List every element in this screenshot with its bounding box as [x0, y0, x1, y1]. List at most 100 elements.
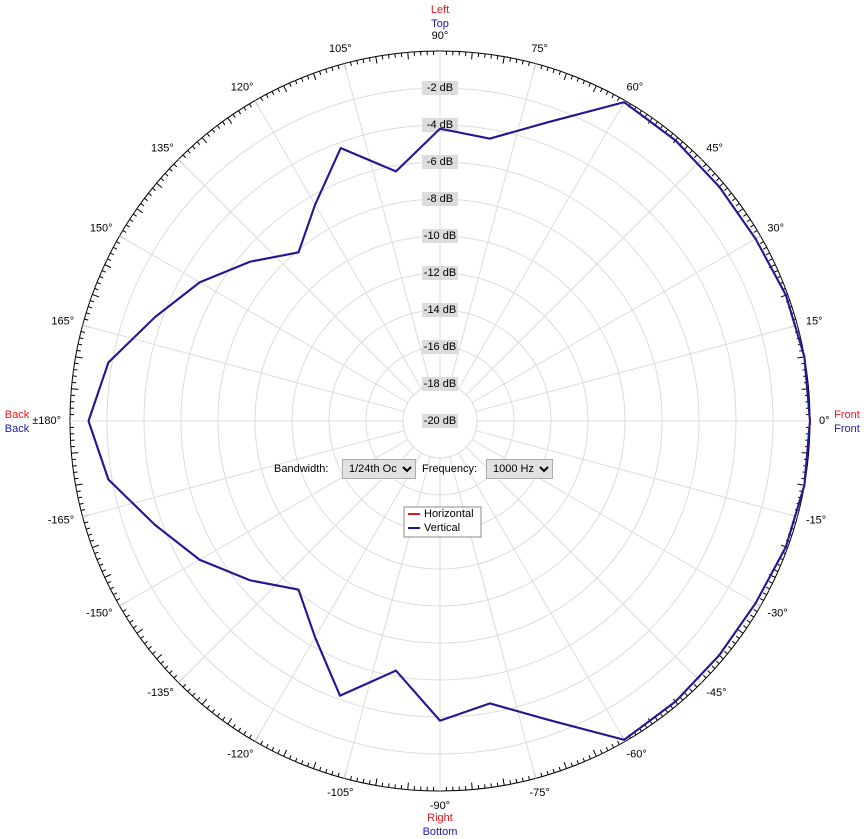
r-tick-label: -2 dB — [427, 82, 453, 94]
grid-spoke — [465, 446, 702, 683]
frequency-select[interactable]: 1000 Hz — [486, 459, 553, 479]
bandwidth-select[interactable]: 1/24th Oct — [342, 459, 416, 479]
degree-tick — [753, 609, 758, 612]
degree-tick — [104, 573, 112, 578]
direction-left: Back — [5, 423, 30, 435]
legend-label: Vertical — [424, 522, 460, 534]
degree-tick — [724, 650, 728, 655]
degree-tick — [80, 509, 85, 511]
degree-tick — [182, 683, 187, 688]
r-tick-label: -8 dB — [427, 193, 453, 205]
degree-tick — [546, 770, 549, 775]
degree-tick — [271, 746, 275, 751]
degree-tick — [521, 777, 524, 782]
degree-tick — [243, 106, 247, 111]
degree-tick — [201, 698, 208, 705]
degree-tick — [169, 670, 173, 674]
degree-tick — [125, 224, 130, 228]
degree-tick — [711, 173, 716, 177]
degree-tick — [731, 640, 736, 645]
degree-tick — [144, 640, 149, 645]
degree-tick — [249, 103, 252, 108]
degree-tick — [86, 312, 91, 315]
degree-tick — [693, 683, 698, 688]
degree-tick — [759, 598, 764, 601]
degree-tick — [768, 258, 773, 262]
degree-tick — [92, 544, 100, 549]
degree-tick — [87, 533, 93, 536]
degree-tick — [173, 674, 178, 679]
degree-tick — [750, 614, 755, 618]
degree-tick — [576, 77, 580, 82]
angle-tick-label: -45° — [706, 687, 726, 699]
degree-tick — [99, 563, 104, 567]
degree-tick — [74, 362, 79, 365]
degree-tick — [76, 349, 81, 352]
degree-tick — [768, 580, 773, 584]
degree-tick — [735, 635, 740, 639]
r-label-bg — [422, 266, 458, 280]
degree-tick — [563, 761, 568, 769]
angle-tick-label: 75° — [531, 43, 548, 55]
degree-tick — [599, 88, 603, 93]
degree-tick — [216, 712, 221, 717]
degree-tick — [743, 213, 748, 217]
degree-tick — [592, 85, 597, 93]
degree-tick — [743, 625, 748, 629]
degree-tick — [73, 471, 78, 473]
degree-tick — [368, 780, 371, 785]
grid-spoke — [343, 63, 431, 386]
degree-tick — [96, 281, 101, 285]
degree-tick — [471, 782, 473, 790]
degree-tick — [407, 782, 409, 790]
degree-tick — [797, 356, 805, 359]
degree-tick — [206, 133, 211, 137]
degree-tick — [160, 177, 165, 182]
degree-tick — [515, 58, 518, 64]
degree-tick — [110, 586, 115, 590]
frequency-label: Frequency: — [422, 463, 478, 475]
degree-tick — [265, 743, 269, 748]
angle-tick-label: ±180° — [32, 415, 61, 427]
bandwidth-label: Bandwidth: — [274, 463, 329, 475]
degree-tick — [169, 168, 173, 172]
degree-tick — [260, 740, 263, 745]
degree-tick — [156, 653, 163, 660]
degree-tick — [152, 187, 156, 192]
angle-tick-label: -60° — [627, 748, 647, 760]
degree-tick — [331, 770, 334, 775]
degree-tick — [129, 219, 134, 223]
degree-tick — [331, 67, 334, 72]
degree-tick — [702, 163, 707, 168]
degree-tick — [750, 224, 755, 228]
degree-tick — [312, 761, 317, 769]
degree-tick — [113, 592, 118, 596]
degree-tick — [724, 187, 728, 192]
degree-tick — [605, 746, 609, 751]
degree-tick — [711, 665, 716, 669]
degree-tick — [731, 197, 736, 202]
degree-tick — [737, 628, 744, 634]
degree-tick — [206, 705, 211, 709]
degree-tick — [715, 177, 720, 182]
degree-tick — [375, 56, 378, 64]
legend-box — [403, 506, 482, 538]
r-tick-label: -14 dB — [424, 304, 456, 316]
degree-tick — [362, 778, 365, 784]
degree-tick — [164, 173, 169, 177]
degree-tick — [350, 61, 352, 66]
angle-tick-label: -75° — [529, 787, 549, 799]
grid-spoke — [471, 235, 761, 403]
degree-tick — [192, 692, 196, 697]
degree-tick — [125, 614, 130, 618]
degree-tick — [576, 760, 580, 765]
grid-spoke — [343, 456, 431, 779]
degree-tick — [80, 331, 85, 333]
angle-tick-label: 105° — [329, 43, 352, 55]
degree-tick — [407, 52, 409, 60]
degree-tick — [679, 141, 684, 146]
grid-spoke — [458, 100, 626, 390]
degree-tick — [92, 293, 100, 298]
degree-tick — [110, 252, 115, 256]
grid-spoke — [449, 456, 537, 779]
